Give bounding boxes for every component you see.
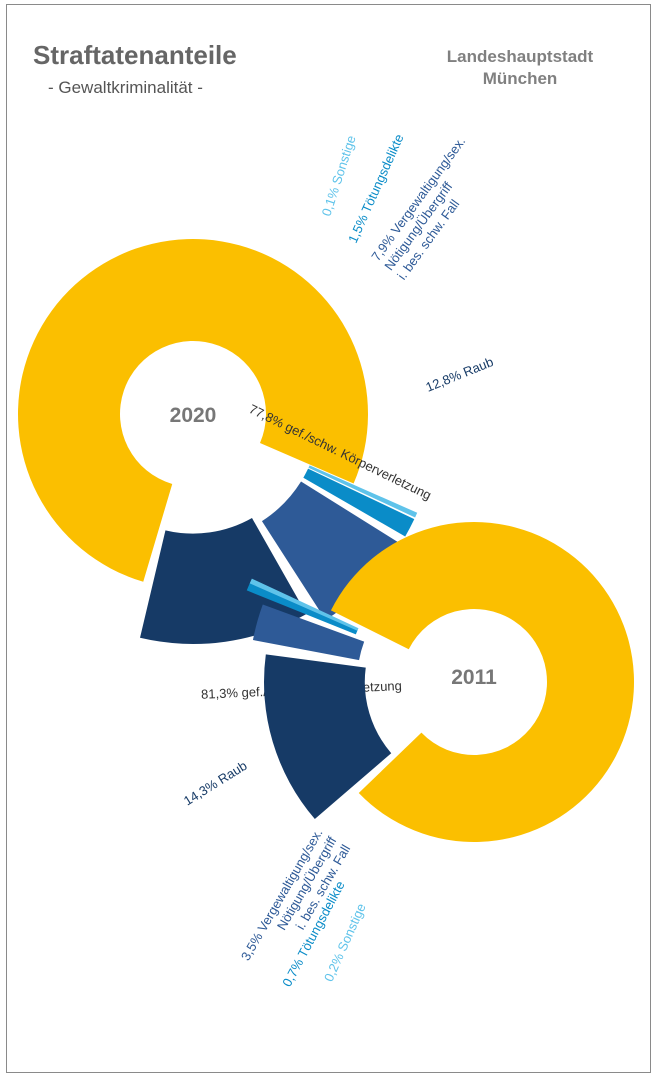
slice-label-raub-2020: 12,8% Raub bbox=[424, 354, 496, 395]
slice-label-raub-2011: 14,3% Raub bbox=[181, 758, 250, 809]
slice-vergewaltigung-2011 bbox=[252, 604, 365, 661]
chart-frame bbox=[6, 4, 651, 1073]
slice-label-line: 14,3% Raub bbox=[181, 758, 250, 809]
slice-toetung-2020 bbox=[303, 468, 415, 537]
organization-name-line-1: Landeshauptstadt bbox=[446, 47, 594, 66]
chart-title: Straftatenanteile bbox=[33, 40, 237, 70]
slice-sonstige-2011 bbox=[249, 578, 359, 631]
slice-toetung-2011 bbox=[246, 581, 358, 635]
slice-label-line: 0,1% Sonstige bbox=[319, 134, 359, 218]
year-label-2020: 2020 bbox=[170, 404, 217, 427]
slice-sonstige-2020 bbox=[308, 465, 418, 518]
chart-subtitle: - Gewaltkriminalität - bbox=[48, 78, 203, 97]
slice-koerperverletzung-2020 bbox=[18, 239, 369, 582]
organization-name: Landeshauptstadt München bbox=[430, 46, 610, 90]
slice-label-line: 12,8% Raub bbox=[424, 354, 496, 395]
organization-name-line-2: München bbox=[482, 69, 558, 88]
slice-label-sonstige-2020: 0,1% Sonstige bbox=[319, 134, 359, 218]
slice-raub-2011 bbox=[264, 654, 392, 819]
slice-koerperverletzung-2011 bbox=[330, 522, 635, 843]
year-label-2011: 2011 bbox=[451, 666, 497, 689]
